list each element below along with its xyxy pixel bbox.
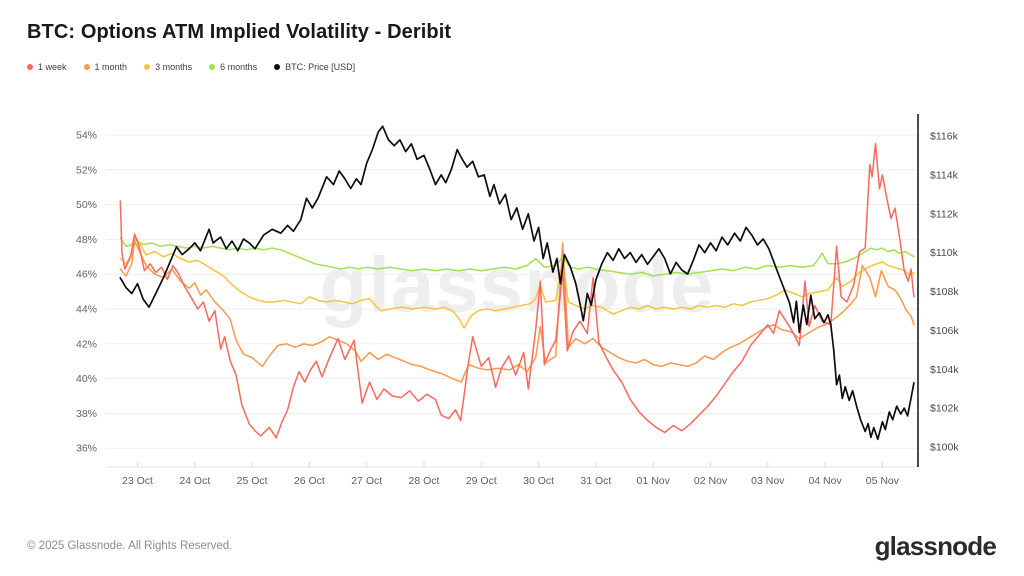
legend-dot-icon xyxy=(209,64,216,70)
series-3-months xyxy=(119,235,915,329)
series-lines xyxy=(119,125,915,441)
legend-item-btc-price-usd-[interactable]: BTC: Price [USD] xyxy=(274,62,355,72)
legend-label: 1 week xyxy=(38,62,67,72)
svg-text:36%: 36% xyxy=(76,443,97,455)
svg-text:$114k: $114k xyxy=(930,169,959,181)
svg-text:02 Nov: 02 Nov xyxy=(694,475,728,487)
svg-text:03 Nov: 03 Nov xyxy=(751,475,785,487)
svg-text:25 Oct: 25 Oct xyxy=(237,475,268,487)
y-axis-right-labels: $116k $114k $112k $110k $108k $106k $104k $102k… xyxy=(930,131,959,454)
legend-dot-icon xyxy=(144,64,151,70)
legend-item-6-months[interactable]: 6 months xyxy=(209,62,257,72)
svg-text:46%: 46% xyxy=(76,269,97,281)
page-title: BTC: Options ATM Implied Volatility - De… xyxy=(27,21,452,43)
svg-text:48%: 48% xyxy=(76,234,97,246)
svg-text:31 Oct: 31 Oct xyxy=(580,475,611,487)
svg-text:30 Oct: 30 Oct xyxy=(523,475,554,487)
svg-text:54%: 54% xyxy=(76,130,97,142)
svg-text:$102k: $102k xyxy=(930,403,959,415)
svg-text:24 Oct: 24 Oct xyxy=(179,475,210,487)
svg-text:$100k: $100k xyxy=(930,442,959,454)
svg-text:$112k: $112k xyxy=(930,208,959,220)
legend-item-1-month[interactable]: 1 month xyxy=(83,62,128,72)
legend-dot-icon xyxy=(27,64,33,70)
legend-label: 3 months xyxy=(155,62,193,72)
legend-item-1-week[interactable]: 1 week xyxy=(27,62,67,72)
svg-text:38%: 38% xyxy=(76,408,97,420)
series-6-months xyxy=(119,236,915,277)
legend-dot-icon xyxy=(274,64,281,70)
y-axis-left-labels: 54% 52% 50% 48% 46% 44% 42% 40% 38% 36% xyxy=(76,130,97,455)
legend-label: 1 month xyxy=(94,62,128,72)
gridlines xyxy=(106,134,918,468)
svg-text:04 Nov: 04 Nov xyxy=(808,475,842,487)
svg-text:26 Oct: 26 Oct xyxy=(294,475,325,487)
svg-text:50%: 50% xyxy=(76,199,97,211)
series-1-month xyxy=(119,240,915,383)
legend-label: 6 months xyxy=(220,62,258,72)
series-btc-price-usd- xyxy=(119,125,915,441)
svg-text:05 Nov: 05 Nov xyxy=(866,475,900,487)
svg-text:42%: 42% xyxy=(76,338,97,350)
svg-text:$106k: $106k xyxy=(930,325,959,337)
svg-text:29 Oct: 29 Oct xyxy=(466,475,497,487)
svg-text:28 Oct: 28 Oct xyxy=(409,475,440,487)
svg-text:$116k: $116k xyxy=(930,131,959,143)
glassnode-logo: glassnode xyxy=(874,531,997,561)
series-1-week xyxy=(119,142,915,439)
svg-text:$110k: $110k xyxy=(930,247,959,259)
x-axis-ticks xyxy=(137,462,883,467)
x-axis-labels: 23 Oct 24 Oct 25 Oct 26 Oct 27 Oct 28 Oct 29 O… xyxy=(122,475,900,487)
svg-text:40%: 40% xyxy=(76,373,97,385)
svg-text:52%: 52% xyxy=(76,164,97,176)
legend-label: BTC: Price [USD] xyxy=(285,62,356,72)
legend-dot-icon xyxy=(83,64,90,70)
svg-text:$104k: $104k xyxy=(930,364,959,376)
svg-text:27 Oct: 27 Oct xyxy=(351,475,382,487)
svg-text:01 Nov: 01 Nov xyxy=(637,475,671,487)
svg-text:44%: 44% xyxy=(76,304,97,316)
copyright-text: © 2025 Glassnode. All Rights Reserved. xyxy=(27,540,233,552)
legend-item-3-months[interactable]: 3 months xyxy=(144,62,192,72)
chart-legend: 1 week 1 month 3 months 6 months BTC: Price … xyxy=(27,62,355,72)
svg-text:$108k: $108k xyxy=(930,286,959,298)
svg-text:23 Oct: 23 Oct xyxy=(122,475,153,487)
